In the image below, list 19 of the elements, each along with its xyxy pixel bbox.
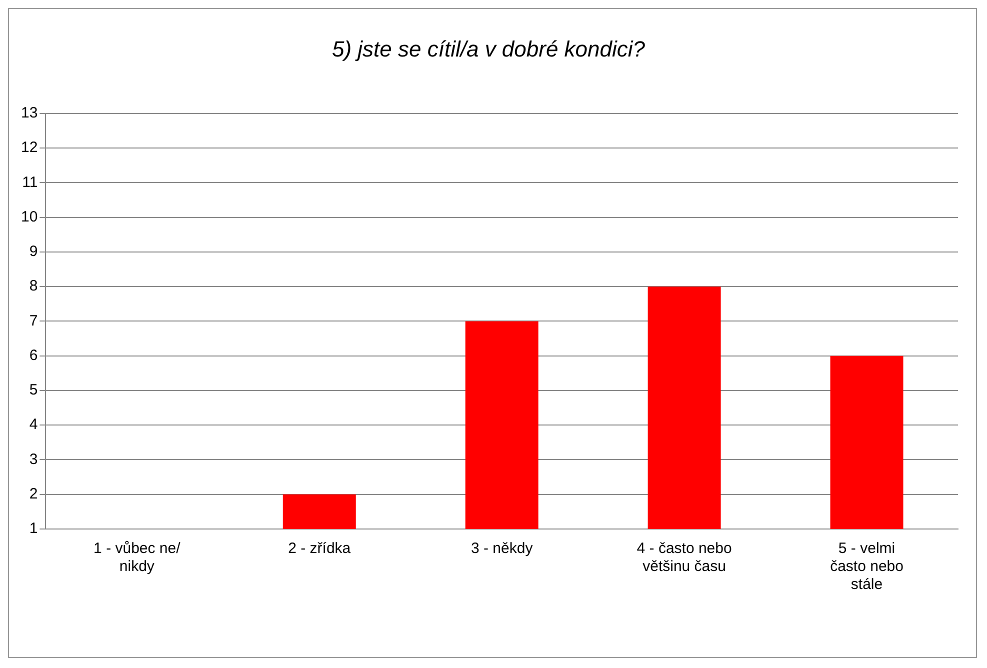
x-tick-label: 5 - velmi často nebo stále [830,540,904,594]
y-tick-label: 7 [29,312,38,330]
y-tick-label: 2 [29,486,38,503]
y-tick-label: 1 [29,520,38,538]
y-tick-label: 12 [20,139,38,156]
y-tick-label: 8 [29,278,38,295]
y-tick-label: 13 [20,104,38,122]
x-tick-label: 4 - často nebo většinu času [636,540,732,576]
x-tick-label: 2 - zřídka [288,540,352,558]
y-tick-label: 6 [29,346,38,364]
y-tick-label: 4 [29,416,38,434]
chart-title: 5) jste se cítil/a v dobré kondici? [332,36,646,62]
y-tick-label: 5 [29,382,38,399]
y-tick-label: 9 [29,243,38,260]
y-tick-label: 10 [20,208,38,226]
y-tick-label: 11 [22,174,38,191]
x-tick-label: 1 - vůbec ne/ nikdy [94,540,182,576]
x-tick-label: 3 - někdy [470,540,534,558]
y-tick-label: 3 [29,450,38,468]
